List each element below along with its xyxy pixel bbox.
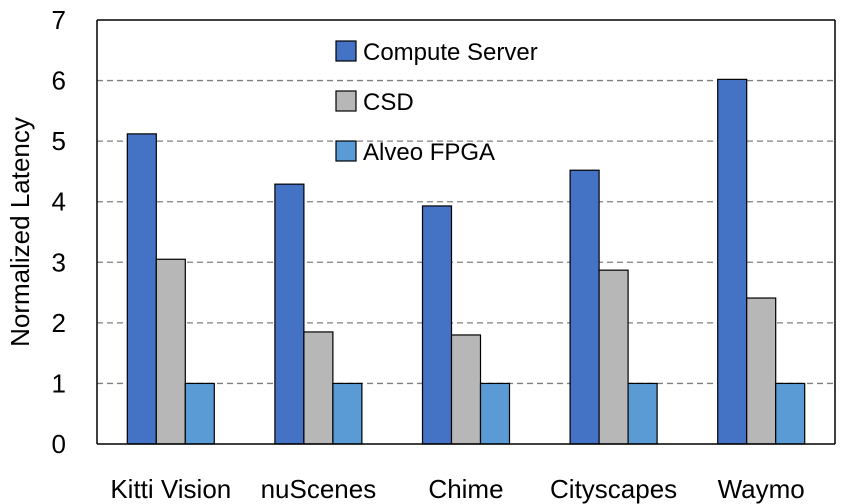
bar-alveo-fpga-0: [184, 382, 215, 445]
legend-swatch: [335, 90, 357, 112]
category-label: Kitti Vision: [110, 474, 231, 504]
legend-label: Alveo FPGA: [363, 139, 495, 166]
bar-alveo-fpga-2: [479, 382, 511, 445]
category-labels: Kitti Vision nuScenes Chime Cityscapes Waymo: [110, 474, 804, 504]
y-tick-label: 3: [52, 247, 66, 277]
category-label: Chime: [428, 474, 503, 504]
legend-swatch: [335, 140, 357, 162]
bar-csd-2: [450, 334, 482, 445]
y-tick-label: 7: [52, 5, 66, 35]
legend-label: Compute Server: [363, 39, 538, 66]
bar-alveo-fpga-4: [775, 382, 806, 445]
y-axis-title: Normalized Latency: [5, 117, 35, 347]
category-label: Cityscapes: [550, 474, 677, 504]
y-tick-label: 2: [52, 308, 66, 338]
y-tick-label: 5: [52, 126, 66, 156]
legend-label: CSD: [363, 89, 414, 116]
bar-csd-0: [155, 258, 186, 445]
category-label: nuScenes: [261, 474, 377, 504]
bar-compute-server-0: [126, 133, 157, 445]
category-label: Waymo: [718, 474, 805, 504]
bar-compute-server-2: [421, 205, 453, 445]
bar-compute-server-1: [274, 183, 305, 445]
bar-alveo-fpga-1: [332, 382, 363, 445]
bar-csd-4: [746, 297, 777, 445]
legend: Compute Server CSD Alveo FPGA: [335, 39, 538, 166]
legend-swatch: [335, 40, 357, 62]
axes: [96, 19, 836, 445]
y-tick-labels: 0 1 2 3 4 5 6 7: [52, 5, 66, 459]
bar-compute-server-3: [569, 169, 600, 445]
bar-csd-1: [303, 331, 334, 445]
y-tick-label: 0: [52, 429, 66, 459]
y-tick-label: 4: [52, 187, 66, 217]
y-tick-label: 6: [52, 66, 66, 96]
bar-csd-3: [598, 269, 629, 445]
bar-alveo-fpga-3: [627, 382, 658, 445]
bar-compute-server-4: [717, 78, 748, 445]
gridlines: [97, 79, 835, 385]
y-tick-label: 1: [52, 368, 66, 398]
